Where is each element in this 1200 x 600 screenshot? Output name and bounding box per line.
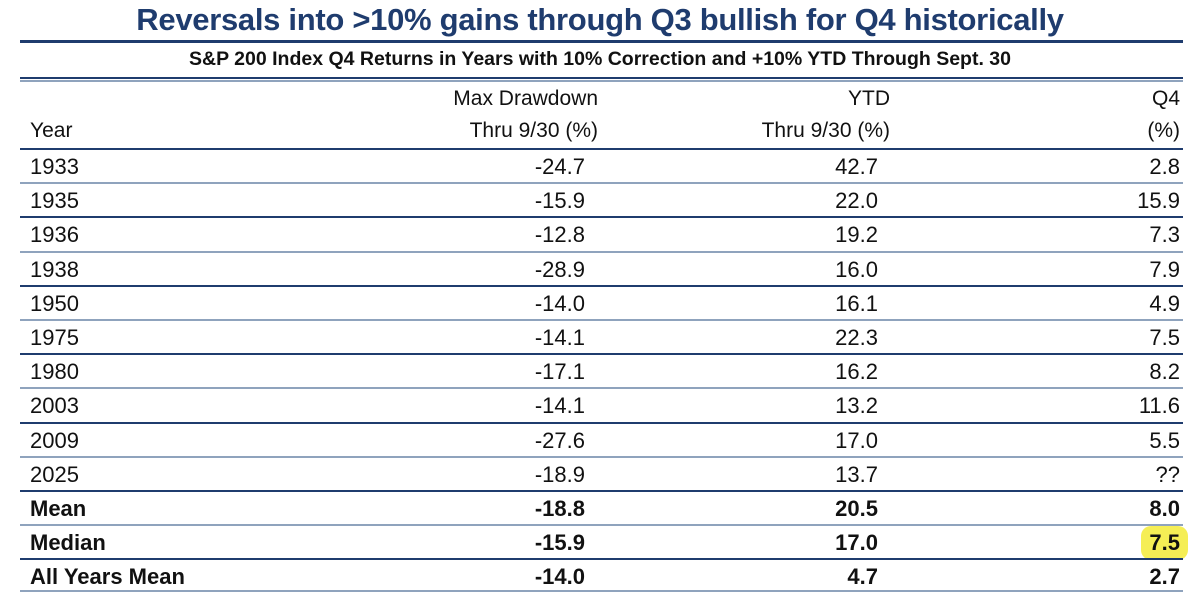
- cell-max-drawdown: -15.9: [534, 530, 585, 556]
- cell-q4: 8.0: [1149, 495, 1180, 521]
- header-q4-line1: Q4: [1151, 87, 1180, 110]
- summary-row: Mean -18.8 20.5 8.0: [20, 489, 1183, 524]
- summary-row: Median -15.9 17.0 7.5: [20, 524, 1188, 561]
- table-row: 2025 -18.9 13.7??: [20, 455, 1183, 490]
- table-row: 1936 -12.8 19.2 7.3: [20, 216, 1183, 250]
- cell-max-drawdown: -14.1: [534, 393, 585, 419]
- cell-max-drawdown: -24.7: [534, 154, 585, 179]
- cell-ytd: 22.3: [835, 324, 878, 350]
- cell-q4: 11.6: [1138, 393, 1180, 419]
- header-ytd-line2: Thru 9/30 (%): [761, 119, 890, 142]
- table-row: 1938 -28.9 16.0 7.9: [20, 250, 1183, 285]
- table-row: 1950 -14.0 16.1 4.9: [20, 284, 1183, 319]
- cell-year: 1938: [30, 256, 79, 282]
- table-row: 1935 -15.9 22.0 15.9: [20, 182, 1183, 216]
- chart-subtitle: S&P 200 Index Q4 Returns in Years with 1…: [189, 48, 1011, 70]
- cell-max-drawdown: -15.9: [534, 188, 585, 214]
- table-row: 1980 -17.1 16.2 8.2: [20, 353, 1183, 387]
- subtitle-divider-light: [20, 80, 1183, 82]
- cell-year: All Years Mean: [30, 564, 185, 590]
- subtitle-divider: [20, 77, 1183, 79]
- cell-ytd: 16.1: [835, 290, 878, 316]
- cell-year: 2009: [30, 427, 79, 453]
- cell-ytd: 17.0: [835, 530, 878, 556]
- title-divider: [20, 40, 1183, 43]
- cell-max-drawdown: -14.1: [534, 324, 585, 350]
- cell-ytd: 20.5: [835, 495, 878, 521]
- cell-q4: 2.8: [1149, 154, 1180, 179]
- cell-year: 1950: [30, 290, 79, 316]
- header-year: Year: [30, 119, 73, 142]
- cell-max-drawdown: -14.0: [534, 290, 585, 316]
- cell-ytd: 16.0: [835, 256, 878, 282]
- summary-row: All Years Mean -14.0 4.7 2.7: [20, 558, 1183, 593]
- cell-q4: ??: [1155, 461, 1180, 487]
- cell-year: 1980: [30, 359, 79, 385]
- cell-q4: 7.9: [1149, 256, 1180, 282]
- cell-year: 2025: [30, 461, 79, 487]
- cell-max-drawdown: -28.9: [534, 256, 585, 282]
- cell-max-drawdown: -17.1: [534, 359, 585, 385]
- cell-q4: 7.3: [1149, 222, 1180, 248]
- header-drawdown-line2: Thru 9/30 (%): [469, 119, 598, 142]
- cell-max-drawdown: -12.8: [534, 222, 585, 248]
- cell-max-drawdown: -14.0: [534, 564, 585, 590]
- cell-ytd: 19.2: [835, 222, 878, 248]
- cell-q4: 8.2: [1149, 359, 1180, 385]
- table-row: 1975 -14.1 22.3 7.5: [20, 318, 1183, 353]
- cell-year: Mean: [30, 495, 87, 521]
- cell-q4: 5.5: [1149, 427, 1180, 453]
- cell-ytd: 13.2: [835, 393, 878, 419]
- cell-ytd: 13.7: [835, 461, 878, 487]
- cell-q4: 2.7: [1149, 564, 1180, 590]
- cell-ytd: 22.0: [835, 188, 878, 214]
- cell-max-drawdown: -27.6: [534, 427, 585, 453]
- cell-year: Median: [30, 530, 106, 556]
- cell-max-drawdown: -18.8: [534, 495, 585, 521]
- cell-ytd: 16.2: [835, 359, 878, 385]
- cell-ytd: 4.7: [847, 564, 878, 590]
- cell-max-drawdown: -18.9: [534, 461, 585, 487]
- cell-q4: 4.9: [1149, 290, 1180, 316]
- table-row: 2003 -14.1 13.2 11.6: [20, 387, 1183, 421]
- cell-year: 1935: [30, 188, 79, 214]
- cell-ytd: 42.7: [835, 154, 878, 179]
- highlighted-cell: 7.5: [1141, 526, 1188, 561]
- header-q4-line2: (%): [1147, 119, 1180, 142]
- header-ytd-line1: YTD: [848, 87, 890, 110]
- cell-year: 1975: [30, 324, 79, 350]
- table-row: 1933 -24.7 42.7 2.8: [20, 148, 1183, 182]
- header-drawdown-line1: Max Drawdown: [453, 87, 598, 110]
- returns-table: 1933 -24.7 42.7 2.8 1935 -15.9 22.0 15.9 1936 -12…: [20, 148, 1188, 593]
- cell-q4: 15.9: [1137, 188, 1180, 214]
- cell-q4: 7.5: [1149, 324, 1180, 350]
- cell-year: 2003: [30, 393, 79, 419]
- cell-ytd: 17.0: [835, 427, 878, 453]
- cell-year: 1936: [30, 222, 79, 248]
- cell-year: 1933: [30, 154, 79, 179]
- chart-title: Reversals into >10% gains through Q3 bul…: [136, 2, 1064, 37]
- table-row: 2009 -27.6 17.0 5.5: [20, 421, 1183, 456]
